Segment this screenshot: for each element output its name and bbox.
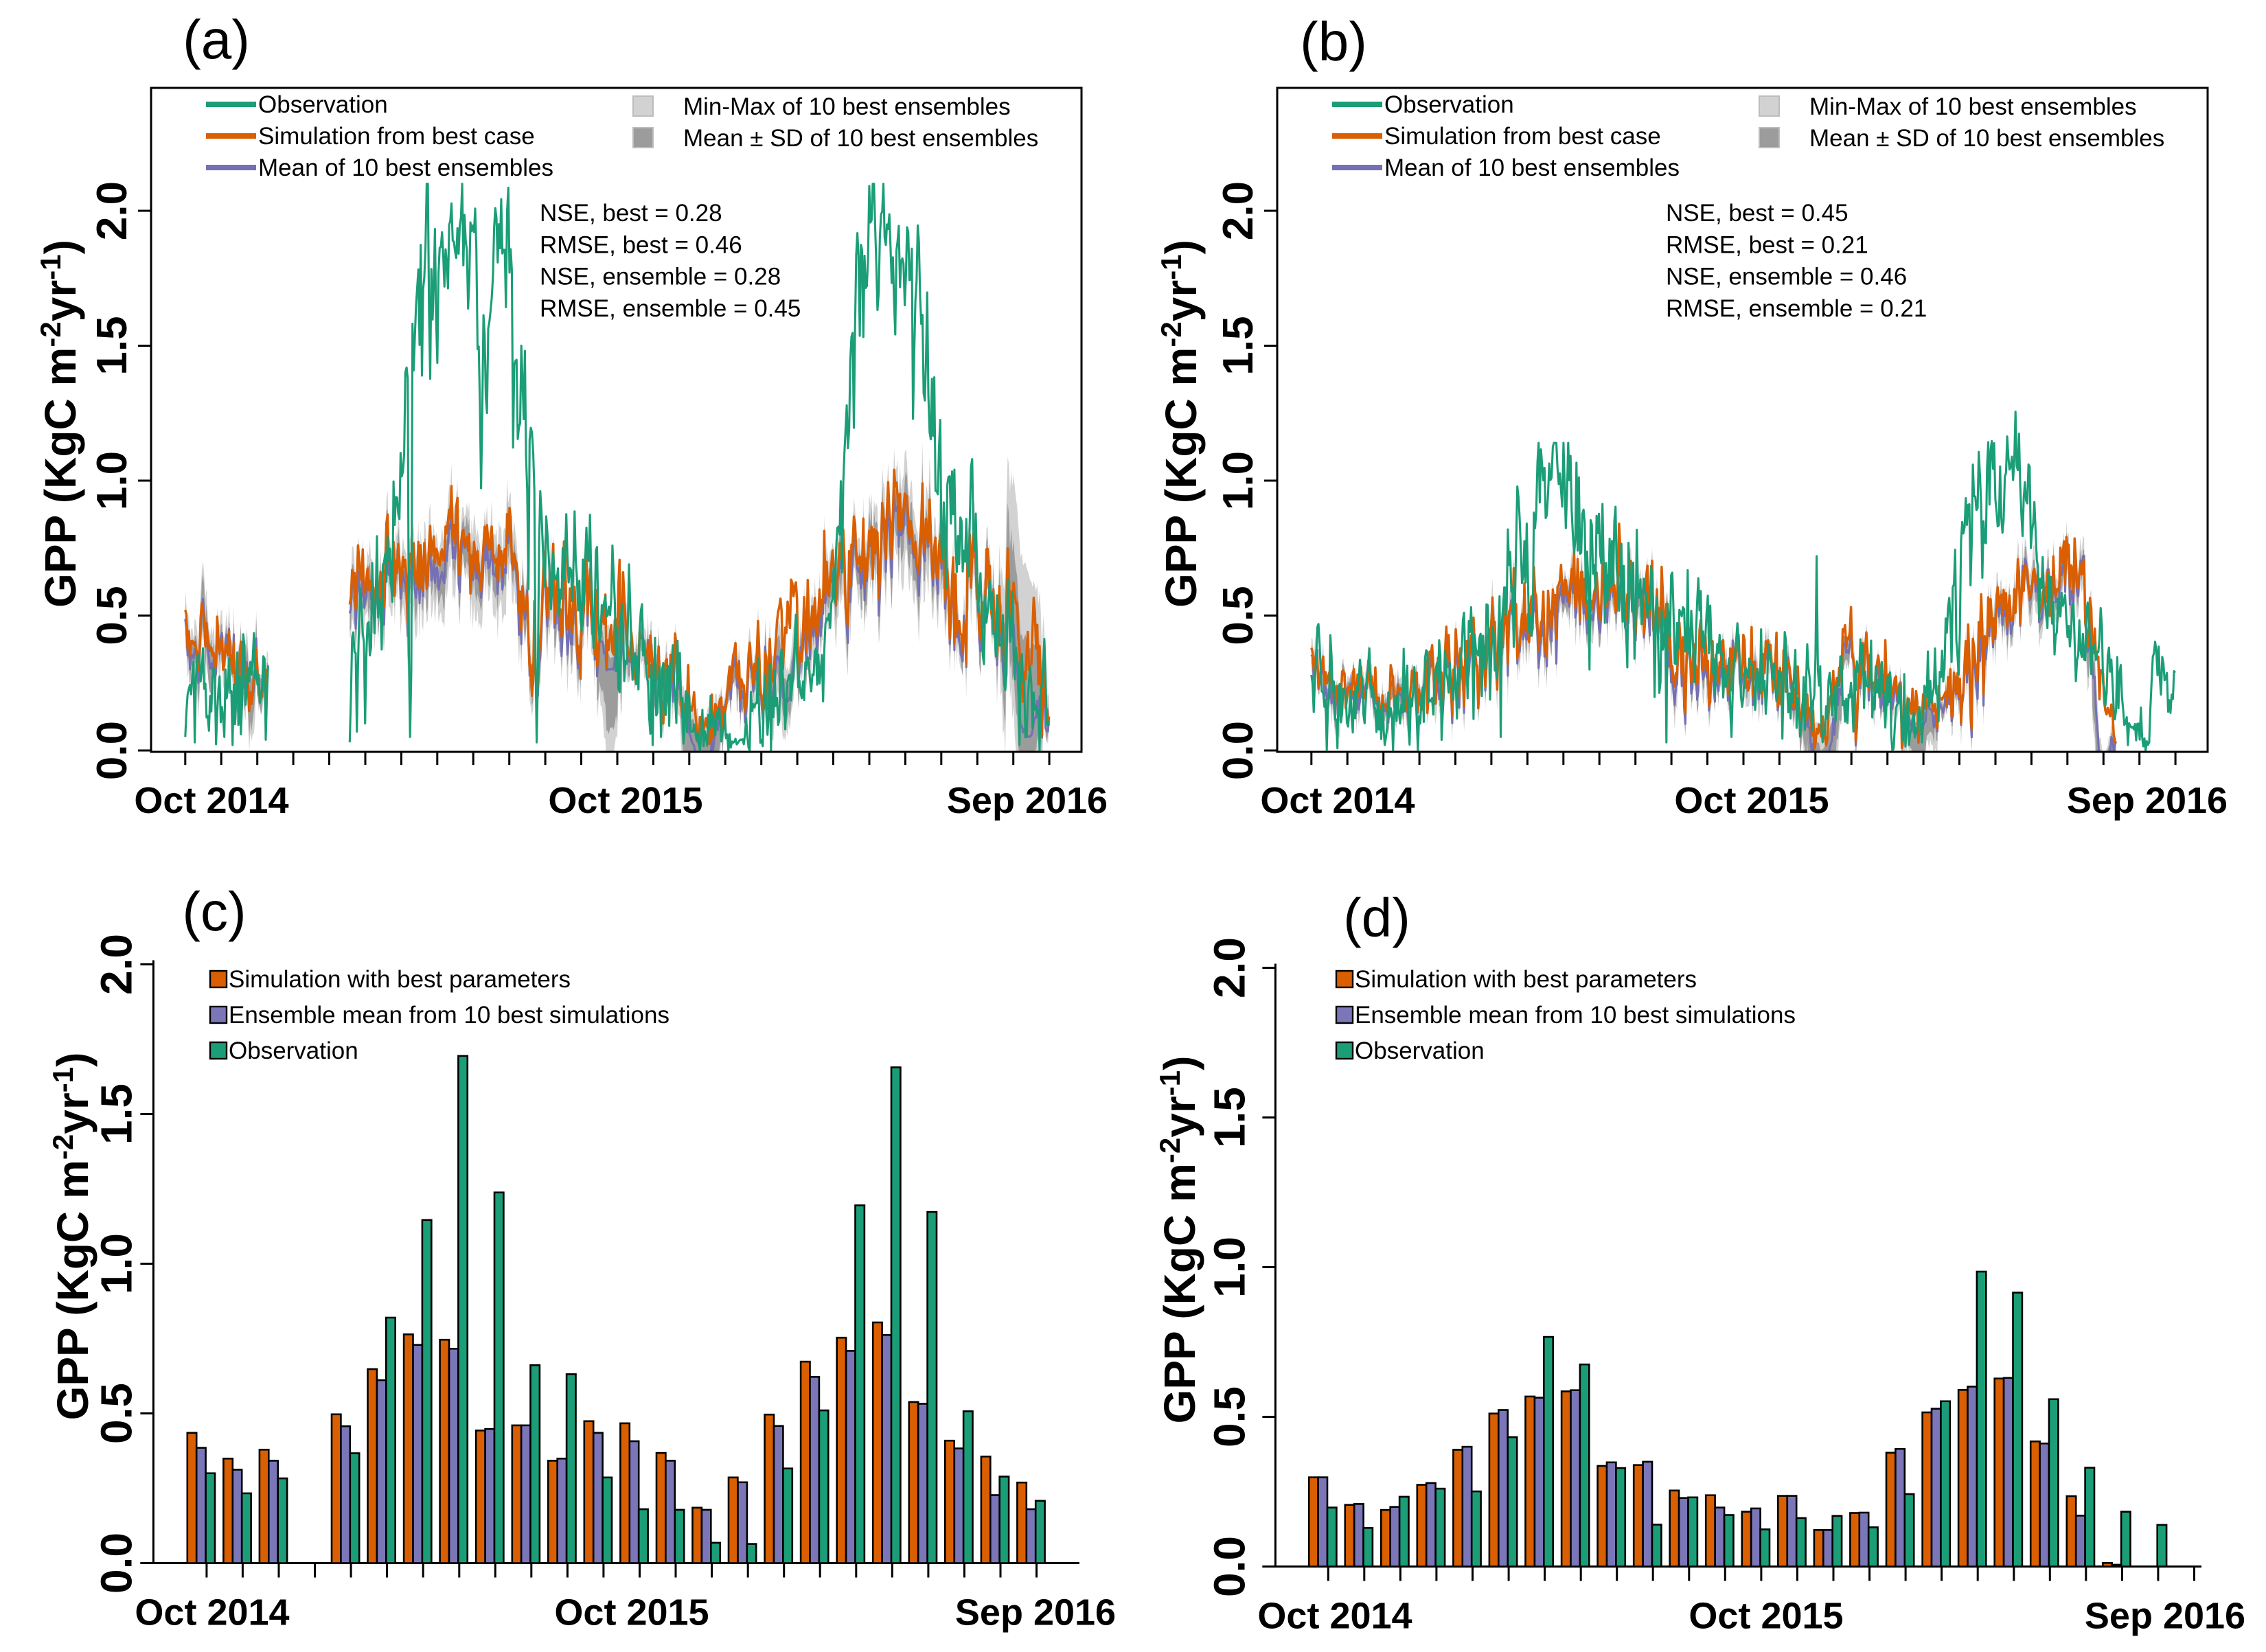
svg-text:2.0: 2.0	[91, 934, 141, 995]
svg-text:1.0: 1.0	[1204, 1237, 1254, 1298]
svg-text:NSE, best = 0.28: NSE, best = 0.28	[540, 200, 722, 227]
svg-text:NSE, ensemble = 0.28: NSE, ensemble = 0.28	[540, 264, 781, 290]
svg-text:Sep 2016: Sep 2016	[955, 1592, 1116, 1633]
svg-text:Oct 2015: Oct 2015	[554, 1592, 709, 1633]
svg-text:2.0: 2.0	[1204, 937, 1254, 998]
svg-text:GPP (KgC m-2yr-1): GPP (KgC m-2yr-1)	[1154, 1056, 1204, 1424]
svg-text:0.0: 0.0	[1215, 721, 1262, 780]
svg-text:Oct 2014: Oct 2014	[135, 1592, 289, 1633]
svg-text:1.5: 1.5	[89, 316, 136, 375]
svg-text:RMSE, ensemble = 0.45: RMSE, ensemble = 0.45	[540, 295, 801, 322]
svg-text:(d): (d)	[1343, 887, 1410, 948]
svg-text:1.5: 1.5	[1215, 316, 1262, 375]
svg-text:Simulation with best parameter: Simulation with best parameters	[1355, 966, 1697, 993]
svg-text:2.0: 2.0	[1215, 181, 1262, 240]
svg-text:RMSE, best = 0.46: RMSE, best = 0.46	[540, 231, 742, 258]
svg-text:NSE, ensemble = 0.46: NSE, ensemble = 0.46	[1666, 264, 1907, 290]
svg-text:Observation: Observation	[1355, 1037, 1485, 1064]
svg-text:Min-Max of 10 best ensembles: Min-Max of 10 best ensembles	[683, 93, 1011, 120]
svg-text:Ensemble mean from 10 best sim: Ensemble mean from 10 best simulations	[1355, 1002, 1796, 1029]
svg-text:(b): (b)	[1300, 11, 1367, 72]
svg-text:1.0: 1.0	[1215, 451, 1262, 510]
svg-text:(a): (a)	[183, 9, 250, 70]
svg-text:Observation: Observation	[229, 1037, 358, 1064]
svg-text:Oct 2015: Oct 2015	[1689, 1596, 1843, 1637]
svg-text:Oct 2014: Oct 2014	[1260, 780, 1415, 821]
svg-text:1.5: 1.5	[91, 1083, 141, 1145]
svg-text:2.0: 2.0	[89, 181, 136, 240]
svg-text:Mean of 10 best ensembles: Mean of 10 best ensembles	[1384, 154, 1680, 181]
svg-text:Simulation from best case: Simulation from best case	[258, 123, 535, 150]
svg-text:Sep 2016: Sep 2016	[2067, 780, 2228, 821]
svg-text:Sep 2016: Sep 2016	[947, 780, 1108, 821]
svg-text:Min-Max of 10 best ensembles: Min-Max of 10 best ensembles	[1809, 93, 2137, 120]
svg-text:Mean ± SD of 10 best ensembles: Mean ± SD of 10 best ensembles	[683, 125, 1038, 152]
svg-text:0.0: 0.0	[1204, 1536, 1254, 1597]
svg-text:0.5: 0.5	[1215, 586, 1262, 645]
svg-text:1.0: 1.0	[89, 451, 136, 510]
svg-text:(c): (c)	[182, 881, 246, 942]
svg-text:Simulation with best parameter: Simulation with best parameters	[229, 966, 571, 993]
svg-text:Ensemble mean from 10 best sim: Ensemble mean from 10 best simulations	[229, 1002, 670, 1029]
svg-text:Sep 2016: Sep 2016	[2085, 1596, 2245, 1637]
svg-text:0.5: 0.5	[89, 586, 136, 645]
svg-text:0.0: 0.0	[91, 1533, 141, 1594]
svg-text:RMSE, best = 0.21: RMSE, best = 0.21	[1666, 231, 1868, 258]
svg-text:RMSE, ensemble = 0.21: RMSE, ensemble = 0.21	[1666, 295, 1927, 322]
svg-text:1.5: 1.5	[1204, 1087, 1254, 1148]
svg-text:NSE, best = 0.45: NSE, best = 0.45	[1666, 200, 1849, 227]
svg-text:Mean of 10 best ensembles: Mean of 10 best ensembles	[258, 154, 553, 181]
svg-text:Oct 2014: Oct 2014	[1257, 1596, 1412, 1637]
svg-text:GPP (KgC m-2yr-1): GPP (KgC m-2yr-1)	[34, 240, 85, 608]
svg-text:Observation: Observation	[1384, 91, 1514, 118]
svg-text:1.0: 1.0	[91, 1233, 141, 1294]
svg-text:Oct 2015: Oct 2015	[548, 780, 702, 821]
svg-text:0.5: 0.5	[1204, 1386, 1254, 1447]
svg-text:Mean ± SD of 10 best ensembles: Mean ± SD of 10 best ensembles	[1809, 125, 2164, 152]
svg-text:Oct 2014: Oct 2014	[134, 780, 288, 821]
svg-text:Observation: Observation	[258, 91, 388, 118]
svg-text:Oct 2015: Oct 2015	[1674, 780, 1829, 821]
svg-text:Simulation from best case: Simulation from best case	[1384, 123, 1661, 150]
svg-text:GPP (KgC m-2yr-1): GPP (KgC m-2yr-1)	[47, 1053, 98, 1421]
svg-text:0.0: 0.0	[89, 721, 136, 780]
svg-text:0.5: 0.5	[91, 1383, 141, 1444]
svg-text:GPP (KgC m-2yr-1): GPP (KgC m-2yr-1)	[1155, 240, 1206, 608]
